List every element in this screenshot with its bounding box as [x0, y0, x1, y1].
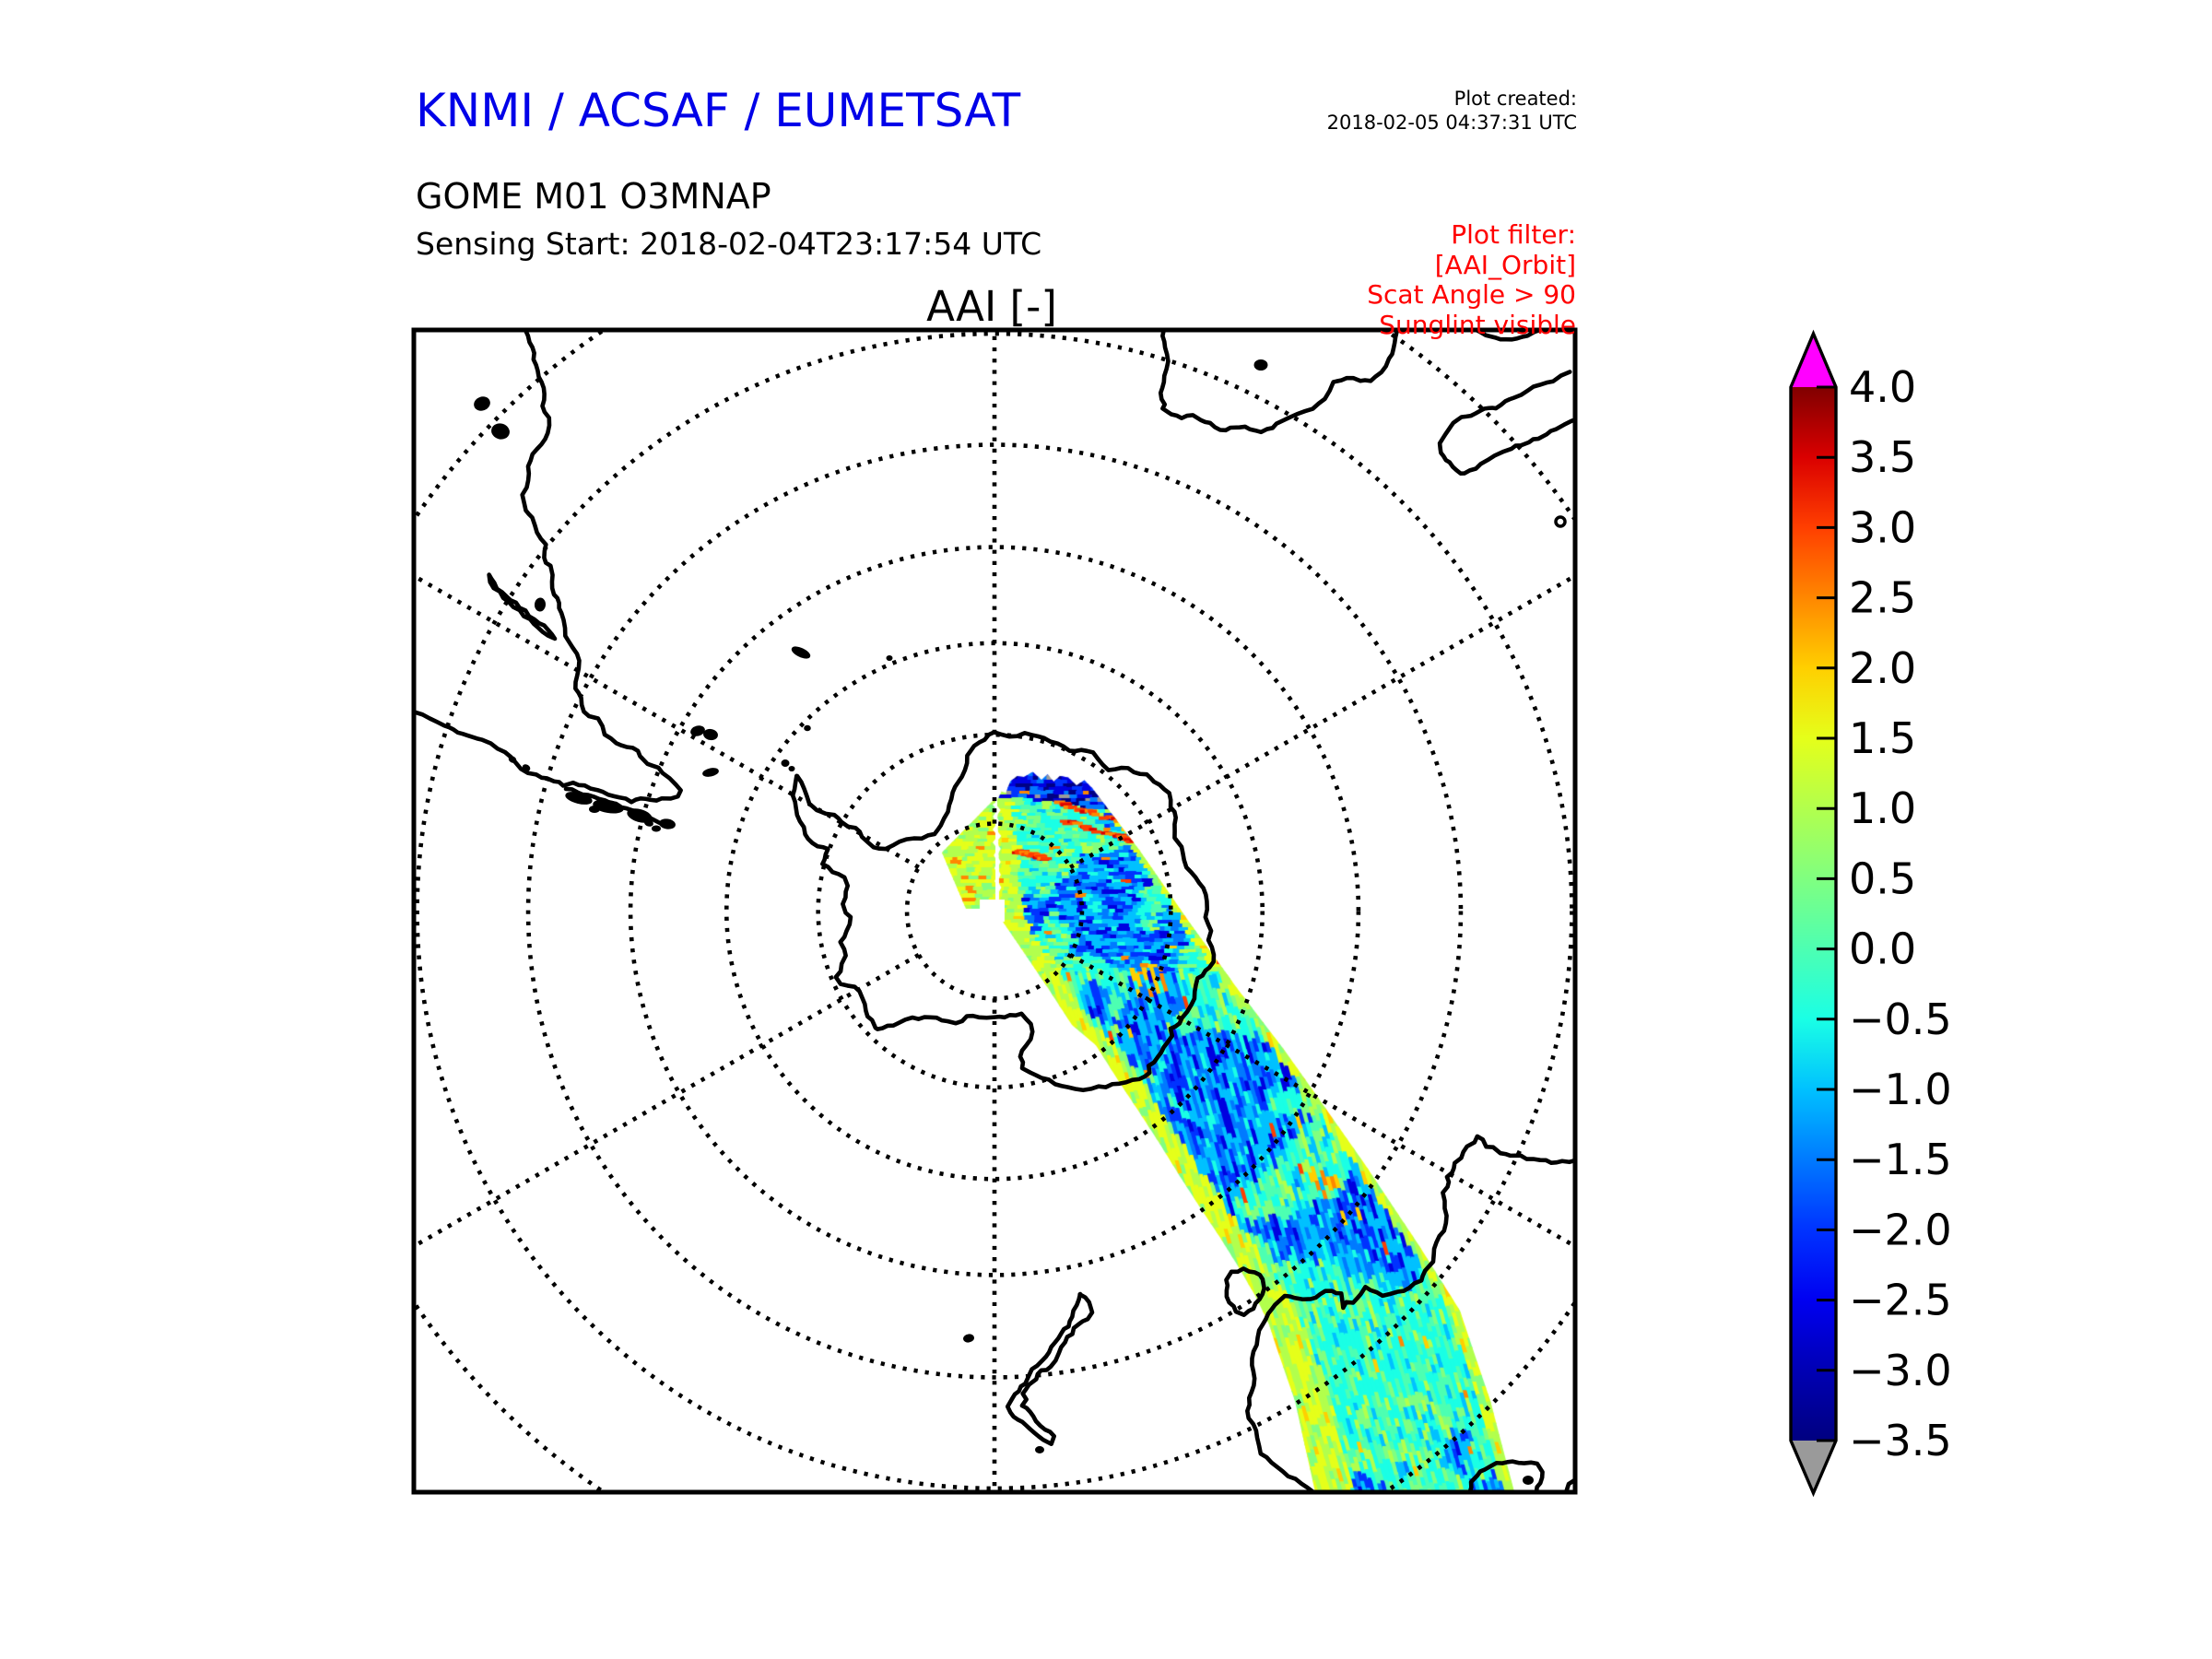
island-blob-4 — [781, 759, 790, 767]
parallel-70S — [816, 732, 1173, 1090]
colorbar-tick-label: −3.0 — [1849, 1346, 1952, 1395]
island-blob-1 — [703, 728, 718, 741]
filter-line: Scat Angle > 90 — [1367, 279, 1576, 311]
island-blob-17 — [589, 806, 600, 813]
island-blob-5 — [788, 766, 795, 771]
colorbar-tick-label: −2.5 — [1849, 1276, 1952, 1325]
coast-mozambique — [1473, 330, 1543, 342]
plot-title: AAI [-] — [926, 282, 1057, 331]
island-blob-7 — [474, 396, 490, 411]
map-content — [414, 330, 1575, 1492]
colorbar-over-arrow — [1791, 334, 1836, 387]
island-blob-22 — [1523, 1476, 1534, 1485]
parallel-40S — [525, 442, 1464, 1380]
parallel-30S — [415, 331, 1574, 1491]
island-blob-21 — [1035, 1446, 1044, 1453]
plot-created-timestamp: Plot created: 2018-02-05 04:37:31 UTC — [1327, 87, 1577, 135]
parallel-50S — [628, 545, 1361, 1277]
coastlines — [414, 330, 1575, 1492]
colorbar-tick-label: 3.5 — [1849, 432, 1916, 482]
colorbar-tick-label: 3.0 — [1849, 502, 1916, 552]
coast-antarctica — [790, 730, 1217, 1093]
meridian-120E — [1069, 952, 1575, 1249]
map-frame — [411, 327, 1578, 1495]
island-blob-16 — [659, 818, 676, 830]
island-blob-14 — [593, 799, 624, 814]
colorbar-tick-label: 4.0 — [1849, 362, 1916, 412]
island-ring-0 — [1554, 515, 1567, 528]
colorbar-tick-label: −0.5 — [1849, 994, 1952, 1044]
island-blob-12 — [522, 764, 531, 771]
plot-created-label: Plot created: — [1453, 88, 1577, 110]
colorbar-tick-label: −1.5 — [1849, 1135, 1952, 1184]
graticule — [414, 330, 1575, 1492]
coast-tasmania — [1224, 1266, 1266, 1317]
island-blob-0 — [690, 725, 705, 736]
island-blob-18 — [652, 825, 661, 832]
island-blob-19 — [644, 819, 653, 827]
island-blob-3 — [702, 768, 719, 777]
island-blob-2 — [791, 646, 811, 659]
filter-line: Plot filter: — [1451, 219, 1576, 250]
plot-created-time: 2018-02-05 04:37:31 UTC — [1326, 112, 1577, 134]
island-blob-15 — [627, 808, 653, 823]
colorbar-tick-label: 1.0 — [1849, 783, 1916, 833]
colorbar-tick-label: −3.5 — [1849, 1416, 1952, 1465]
coast-new-zealand — [1005, 1291, 1095, 1447]
brand-title: KNMI / ACSAF / EUMETSAT — [416, 84, 1021, 137]
meridian-60E — [1069, 573, 1575, 870]
coast-south-america — [414, 330, 683, 805]
product-name: GOME M01 O3MNAP — [416, 176, 771, 217]
filter-line: [AAI_Orbit] — [1434, 249, 1576, 280]
plot-filter-note: Plot filter: [AAI_Orbit] Scat Angle > 90 Su… — [1367, 219, 1576, 340]
coast-australia — [1245, 1134, 1575, 1492]
sensing-start: Sensing Start: 2018-02-04T23:17:54 UTC — [416, 226, 1042, 262]
coast-madagascar — [1437, 370, 1575, 477]
colorbar-tick-label: 2.5 — [1849, 573, 1916, 623]
colorbar-gradient-bar — [1791, 387, 1836, 1441]
colorbar-tick-label: 1.5 — [1849, 713, 1916, 763]
island-blob-9 — [534, 597, 547, 612]
island-blob-23 — [886, 655, 893, 661]
island-blob-11 — [508, 756, 517, 763]
island-blob-8 — [491, 423, 510, 440]
colorbar-tick-label: 2.0 — [1849, 643, 1916, 693]
colorbar-group: 4.0 3.5 3.0 2.5 2.0 1.5 1.0 0.5 0.0 −0.5 −1.0 −1.5 −… — [1789, 329, 1952, 1498]
coast-africa — [1158, 330, 1400, 435]
coast-plata-estuary — [487, 572, 558, 641]
coast-carpentaria — [1467, 1459, 1545, 1492]
filter-line: Sunglint visible — [1379, 309, 1576, 340]
colorbar-tick-label: 0.5 — [1849, 853, 1916, 903]
island-blob-10 — [1253, 359, 1268, 371]
island-blob-20 — [963, 1334, 974, 1343]
meridian-300E — [414, 573, 920, 870]
colorbar-tick-label: −1.0 — [1849, 1065, 1952, 1114]
meridian-240E — [414, 952, 920, 1249]
colorbar-under-arrow — [1791, 1441, 1836, 1493]
island-blob-6 — [804, 724, 811, 732]
colorbar-tick-label: −2.0 — [1849, 1205, 1952, 1254]
island-blob-13 — [565, 792, 593, 805]
colorbar-tick-label: 0.0 — [1849, 924, 1916, 974]
